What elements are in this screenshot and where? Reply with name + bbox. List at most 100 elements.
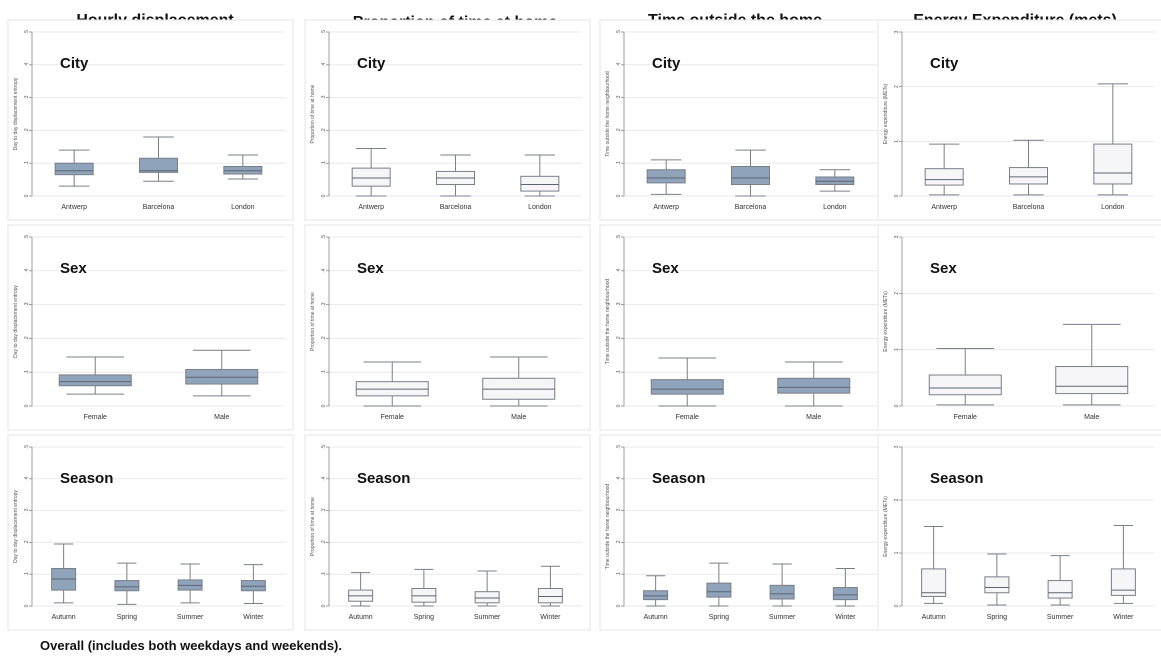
category-label: Winter	[1113, 614, 1134, 621]
box-barcelona: Barcelona	[731, 149, 770, 211]
y-tick-label: .4	[321, 62, 327, 66]
category-label: Winter	[835, 614, 856, 621]
box-iqr	[928, 374, 1002, 396]
y-tick-label: .3	[616, 508, 622, 512]
y-tick-label: .2	[321, 128, 327, 132]
y-tick-label: .2	[616, 336, 622, 340]
box-antwerp: Antwerp	[924, 143, 964, 211]
box-male: Male	[482, 356, 556, 421]
y-tick-label: 0	[321, 194, 327, 197]
box-spring: Spring	[706, 562, 732, 621]
box-iqr	[646, 169, 686, 184]
y-tick-label: .3	[616, 302, 622, 306]
panel-0-1: 0 .1 .2 .3 .4 .5 Proportion of time at home Cit…	[304, 19, 591, 221]
y-tick-label: .4	[616, 62, 622, 66]
category-label: Barcelona	[143, 204, 175, 211]
y-tick-label: .5	[24, 235, 30, 239]
box-iqr	[777, 377, 851, 394]
category-label: Barcelona	[735, 204, 767, 211]
box-summer: Summer	[177, 563, 204, 621]
category-label: Autumn	[52, 614, 76, 621]
y-tick-label: .4	[24, 476, 30, 480]
y-tick-label: 1	[894, 551, 900, 554]
box-iqr	[1047, 580, 1073, 599]
category-label: London	[528, 204, 551, 211]
box-iqr	[537, 588, 563, 604]
y-tick-label: .3	[616, 95, 622, 99]
panel-2-2: 0 .1 .2 .3 .4 .5 Time outside the home neighbo…	[599, 434, 886, 631]
box-iqr	[984, 576, 1010, 594]
panel-0-0: 0 .1 .2 .3 .4 .5 Day to day displacement entro…	[7, 19, 294, 221]
panel-frame	[7, 19, 294, 221]
category-label: Male	[214, 414, 229, 421]
box-iqr	[54, 162, 94, 176]
y-tick-label: .4	[24, 62, 30, 66]
box-autumn: Autumn	[348, 572, 374, 621]
panel-frame	[877, 434, 1161, 631]
box-autumn: Autumn	[643, 575, 669, 621]
box-spring: Spring	[984, 553, 1010, 621]
category-label: Male	[806, 414, 821, 421]
panel-frame	[599, 224, 886, 431]
panel-label: City	[357, 55, 386, 72]
y-axis-label: Day to day displacement entropy	[13, 77, 19, 150]
panel-label: Season	[357, 470, 410, 487]
category-label: Summer	[177, 614, 204, 621]
category-label: Antwerp	[931, 204, 957, 211]
y-tick-label: .2	[616, 540, 622, 544]
box-autumn: Autumn	[921, 526, 947, 621]
category-label: Male	[1084, 414, 1099, 421]
y-tick-label: .1	[321, 161, 327, 165]
panel-1-3: 0 1 2 3 Energy expenditure (METs) Sex Female Ma…	[877, 224, 1161, 431]
box-iqr	[921, 568, 947, 597]
y-tick-label: .5	[24, 30, 30, 34]
box-london: London	[520, 154, 560, 211]
category-label: Antwerp	[358, 204, 384, 211]
y-tick-label: .1	[616, 161, 622, 165]
category-label: Spring	[987, 614, 1007, 621]
box-winter: Winter	[832, 567, 858, 621]
box-spring: Spring	[114, 562, 140, 621]
panel-label: Sex	[357, 260, 384, 277]
panel-frame	[599, 434, 886, 631]
panel-frame	[877, 224, 1161, 431]
y-tick-label: .1	[321, 370, 327, 374]
box-iqr	[139, 157, 178, 173]
box-iqr	[769, 584, 795, 600]
box-winter: Winter	[1110, 524, 1136, 621]
category-label: Autumn	[644, 614, 668, 621]
panel-1-2: 0 .1 .2 .3 .4 .5 Time outside the home neighbo…	[599, 224, 886, 431]
y-tick-label: .2	[24, 128, 30, 132]
box-barcelona: Barcelona	[1009, 139, 1048, 211]
y-tick-label: .3	[321, 508, 327, 512]
category-label: Barcelona	[1013, 204, 1045, 211]
box-iqr	[185, 368, 259, 385]
panel-label: Season	[652, 470, 705, 487]
y-axis-label: Energy expenditure (METs)	[883, 83, 889, 144]
box-female: Female	[650, 357, 724, 421]
y-tick-label: .2	[616, 128, 622, 132]
box-iqr	[240, 580, 266, 592]
box-summer: Summer	[474, 570, 501, 621]
y-tick-label: .1	[321, 572, 327, 576]
category-label: Barcelona	[440, 204, 472, 211]
y-tick-label: 3	[894, 30, 900, 33]
y-tick-label: 0	[321, 604, 327, 607]
box-barcelona: Barcelona	[139, 136, 178, 211]
panel-1-0: 0 .1 .2 .3 .4 .5 Day to day displacement entro…	[7, 224, 294, 431]
y-tick-label: .3	[24, 95, 30, 99]
panel-1-1: 0 .1 .2 .3 .4 .5 Proportion of time at home Sex…	[304, 224, 591, 431]
panel-2-0: 0 .1 .2 .3 .4 .5 Day to day displacement entro…	[7, 434, 294, 631]
category-label: Winter	[540, 614, 561, 621]
y-tick-label: .3	[24, 302, 30, 306]
box-male: Male	[777, 361, 851, 421]
y-axis-label: Time outside the home neighbourhood	[605, 484, 611, 570]
box-iqr	[650, 379, 724, 395]
category-label: Spring	[117, 614, 137, 621]
category-label: Female	[381, 414, 404, 421]
y-axis-label: Day to day displacement entropy	[13, 285, 19, 358]
y-axis-label: Day to day displacement entropy	[13, 490, 19, 563]
category-label: Summer	[1047, 614, 1074, 621]
box-london: London	[815, 169, 855, 211]
box-iqr	[520, 175, 560, 192]
